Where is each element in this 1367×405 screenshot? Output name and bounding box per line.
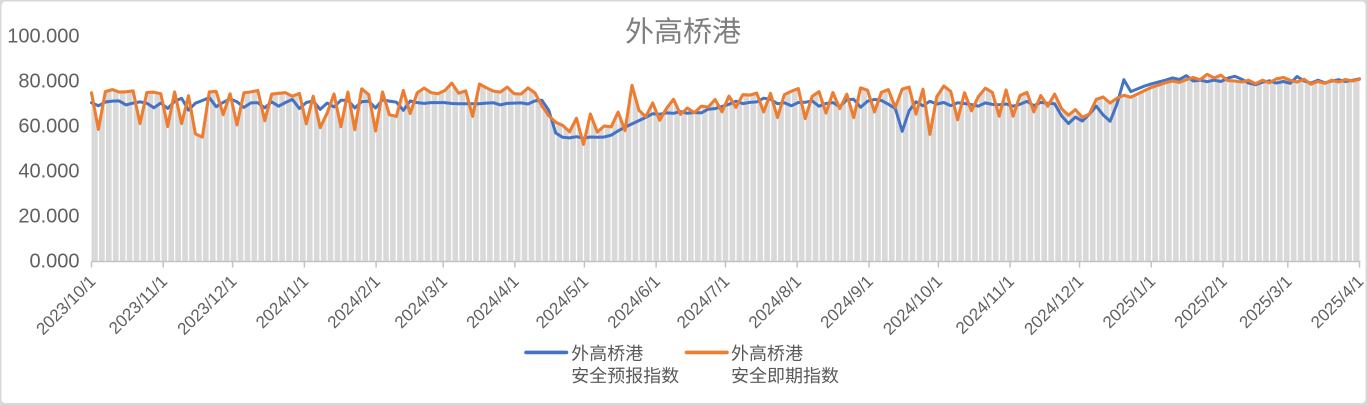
svg-text:20.000: 20.000 bbox=[18, 206, 79, 228]
svg-text:100.000: 100.000 bbox=[7, 26, 79, 48]
svg-text:40.000: 40.000 bbox=[18, 161, 79, 183]
svg-text:0.000: 0.000 bbox=[29, 251, 79, 273]
svg-text:80.000: 80.000 bbox=[18, 71, 79, 93]
svg-text:60.000: 60.000 bbox=[18, 116, 79, 138]
